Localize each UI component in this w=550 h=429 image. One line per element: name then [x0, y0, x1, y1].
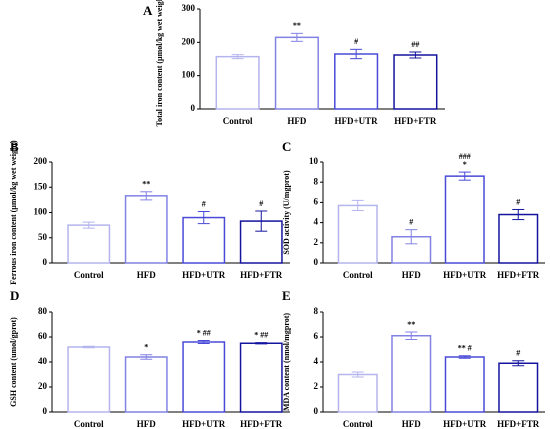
- x-tick-label: Control: [223, 116, 253, 126]
- bar: [182, 216, 226, 264]
- bar: [393, 54, 438, 110]
- x-tick-label: Control: [343, 270, 373, 280]
- panel-label: A: [143, 3, 153, 18]
- y-tick-label: 6: [314, 196, 319, 206]
- significance: ** #: [458, 344, 472, 353]
- y-tick-label: 100: [182, 70, 196, 80]
- significance: #: [516, 349, 520, 358]
- significance: * ##: [254, 330, 268, 339]
- x-tick-label: HFD+UTR: [443, 419, 487, 429]
- x-tick-label: HFD: [137, 270, 156, 280]
- significance: #: [202, 199, 206, 208]
- bar: [67, 224, 111, 264]
- y-tick-label: 200: [34, 156, 48, 166]
- y-tick-label: 0: [314, 257, 319, 267]
- x-tick-label: Control: [74, 419, 104, 429]
- y-tick-label: 4: [314, 217, 319, 227]
- significance: *: [463, 160, 467, 169]
- y-axis-label: GSH content (umol/gprot): [9, 317, 18, 407]
- bar: [274, 36, 319, 110]
- bar: [67, 346, 111, 413]
- y-tick-label: 80: [38, 306, 48, 316]
- x-tick-label: HFD+FTR: [394, 116, 437, 126]
- y-tick-label: 200: [182, 36, 196, 46]
- y-tick-label: 20: [38, 381, 48, 391]
- x-tick-label: HFD+FTR: [240, 419, 283, 429]
- y-tick-label: 0: [191, 103, 196, 113]
- significance: #: [259, 199, 263, 208]
- y-tick-label: 50: [38, 232, 48, 242]
- x-tick-label: HFD+UTR: [182, 419, 226, 429]
- panel-label: D: [10, 288, 19, 303]
- bar: [337, 373, 378, 413]
- panel-label: B: [10, 139, 19, 154]
- y-axis-label: Ferrous iron content (μmol/kg wet weight…: [9, 140, 18, 285]
- x-tick-label: HFD+UTR: [335, 116, 379, 126]
- significance: **: [407, 320, 415, 329]
- y-tick-label: 0: [43, 406, 48, 416]
- bar: [124, 195, 168, 264]
- y-axis-label: Total iron content (μmol/kg wet weight): [155, 0, 164, 126]
- x-tick-label: Control: [74, 270, 104, 280]
- bar: [498, 213, 539, 264]
- y-axis-label: MDA content (nmol/mgprot): [282, 313, 291, 411]
- y-tick-label: 10: [309, 156, 319, 166]
- significance: #: [516, 197, 520, 206]
- y-tick-label: 0: [43, 257, 48, 267]
- significance: ###: [459, 152, 471, 161]
- y-tick-label: 100: [34, 207, 48, 217]
- x-tick-label: HFD+FTR: [240, 270, 283, 280]
- significance: *: [144, 343, 148, 352]
- panel-label: E: [282, 288, 291, 303]
- bar: [334, 53, 379, 110]
- y-tick-label: 2: [314, 381, 319, 391]
- significance: #: [354, 37, 358, 46]
- y-tick-label: 150: [34, 181, 48, 191]
- y-tick-label: 4: [314, 356, 319, 366]
- y-tick-label: 2: [314, 237, 319, 247]
- significance: #: [409, 217, 413, 226]
- y-axis-label: SOD activity (U/mgprot): [282, 170, 291, 255]
- bar: [391, 335, 432, 413]
- y-tick-label: 6: [314, 331, 319, 341]
- bar: [239, 342, 283, 413]
- significance: * ##: [197, 328, 211, 337]
- x-tick-label: Control: [343, 419, 373, 429]
- x-tick-label: HFD+FTR: [497, 270, 540, 280]
- x-tick-label: HFD+UTR: [182, 270, 226, 280]
- bar: [444, 356, 485, 413]
- bar: [444, 175, 485, 264]
- bar: [498, 362, 539, 413]
- bar: [215, 55, 260, 110]
- significance: **: [293, 21, 301, 30]
- bar: [182, 341, 226, 413]
- bar: [124, 356, 168, 413]
- y-tick-label: 8: [314, 306, 319, 316]
- x-tick-label: HFD: [402, 419, 421, 429]
- x-tick-label: HFD: [287, 116, 306, 126]
- bar: [337, 204, 378, 264]
- y-tick-label: 8: [314, 176, 319, 186]
- y-tick-label: 40: [38, 356, 48, 366]
- y-tick-label: 300: [182, 3, 196, 13]
- significance: **: [142, 180, 150, 189]
- x-tick-label: HFD: [137, 419, 156, 429]
- x-tick-label: HFD: [402, 270, 421, 280]
- panel-label: C: [282, 139, 291, 154]
- y-tick-label: 0: [314, 406, 319, 416]
- x-tick-label: HFD+FTR: [497, 419, 540, 429]
- significance: ##: [411, 40, 419, 49]
- y-tick-label: 60: [38, 331, 48, 341]
- x-tick-label: HFD+UTR: [443, 270, 487, 280]
